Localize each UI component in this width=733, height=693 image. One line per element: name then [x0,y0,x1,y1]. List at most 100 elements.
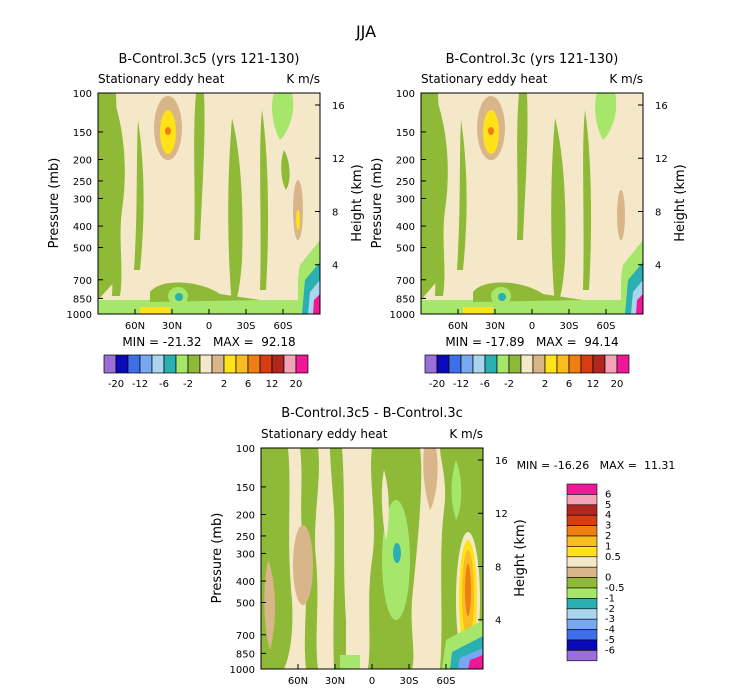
colorbar-label: -5 [605,635,615,646]
latitude-tick-label: 60N [288,676,308,687]
colorbar-box [520,354,534,374]
panel-1-title: B-Control.3c5 (yrs 121-130) [119,52,300,67]
panel-2: B-Control.3c (yrs 121-130) Stationary ed… [370,52,688,390]
pressure-tick-label: 500 [236,598,255,609]
latitude-tick-label: 30N [162,321,182,332]
panel-1-stats: MIN = -21.32 MAX = 92.18 [122,335,295,349]
panel-2-ylabel: Pressure (mb) [370,158,385,249]
colorbar-box [115,354,129,374]
pressure-tick-label: 150 [73,128,92,139]
panel-3-subtitle-right: K m/s [449,427,483,441]
pressure-tick-label: 1000 [67,310,92,321]
panel-3-title: B-Control.3c5 - B-Control.3c [281,406,463,421]
colorbar-box [532,354,546,374]
colorbar-label: -4 [605,625,615,636]
colorbar-label: 5 [605,500,611,511]
colorbar-box [484,354,498,374]
pressure-tick-label: 300 [73,194,92,205]
pressure-tick-label: 1000 [230,665,255,676]
colorbar-box [223,354,237,374]
height-tick-label: 16 [655,101,668,112]
colorbar-box [496,354,510,374]
pressure-tick-label: 100 [236,444,255,455]
colorbar-label: -12 [132,379,148,390]
panel-1-height-axis: 16 12 8 4 [315,101,345,272]
colorbar-box [566,608,598,620]
colorbar-box [566,566,598,578]
colorbar-box [283,354,297,374]
colorbar-label: 12 [266,379,279,390]
colorbar-label: 6 [245,379,251,390]
panel-2-height-axis: 16 12 8 4 [638,101,668,272]
panel-1-subtitle-right: K m/s [286,72,320,86]
height-tick-label: 8 [332,207,338,218]
colorbar-label: 2 [221,379,227,390]
latitude-tick-label: 60S [273,321,292,332]
height-tick-label: 12 [495,509,508,520]
colorbar-label: 20 [611,379,624,390]
pressure-tick-label: 850 [236,649,255,660]
pressure-tick-label: 500 [396,243,415,254]
pressure-tick-label: 250 [396,177,415,188]
colorbar-label: -20 [429,379,445,390]
colorbar-label: 0.5 [605,552,621,563]
panel-3-subtitle-left: Stationary eddy heat [261,427,388,441]
panel-1-latitude-axis: 60N 30N 0 30S 60S [125,309,293,332]
pressure-tick-label: 200 [236,511,255,522]
panel-1-subtitle-left: Stationary eddy heat [98,72,225,86]
colorbar-label: 2 [605,531,611,542]
colorbar-box [566,598,598,610]
colorbar-label: -12 [453,379,469,390]
colorbar-box [295,354,309,374]
latitude-tick-label: 0 [206,321,212,332]
colorbar-label: 3 [605,521,611,532]
pressure-tick-label: 250 [236,532,255,543]
height-tick-label: 16 [495,456,508,467]
pressure-tick-label: 700 [396,276,415,287]
pressure-tick-label: 150 [396,128,415,139]
colorbar-label: -6 [605,645,615,656]
latitude-tick-label: 30S [559,321,578,332]
colorbar-box [187,354,201,374]
pressure-tick-label: 200 [396,156,415,167]
colorbar-box [163,354,177,374]
panel-3-stats: MIN = -16.26 MAX = 11.31 [517,459,676,472]
colorbar-box [436,354,450,374]
latitude-tick-label: 30S [399,676,418,687]
height-tick-label: 4 [495,616,501,627]
colorbar-box [566,629,598,641]
colorbar-label: 6 [566,379,572,390]
colorbar-box [259,354,273,374]
colorbar-label: -20 [108,379,124,390]
pressure-tick-label: 500 [73,243,92,254]
colorbar-box [592,354,606,374]
panel-3-pressure-axis: 100 150 200 250 300 400 500 700 850 1000 [230,444,266,676]
colorbar-label: 20 [290,379,303,390]
latitude-tick-label: 30N [485,321,505,332]
colorbar-box [139,354,153,374]
pressure-tick-label: 400 [236,577,255,588]
latitude-tick-label: 60S [436,676,455,687]
panel-2-pressure-axis: 100 150 200 250 300 400 500 700 850 1000 [390,89,426,321]
colorbar-box [566,650,598,662]
panel-2-ylabel-right: Height (km) [673,164,688,241]
colorbar-box [566,546,598,558]
pressure-tick-label: 300 [396,194,415,205]
colorbar-box [151,354,165,374]
latitude-tick-label: 60N [125,321,145,332]
panel-3-height-axis: 16 12 8 4 [478,456,508,627]
pressure-tick-label: 150 [236,483,255,494]
panel-1-contour-field [98,93,320,314]
height-tick-label: 8 [495,562,501,573]
latitude-tick-label: 0 [529,321,535,332]
colorbar-box [247,354,261,374]
colorbar-label: 4 [605,510,611,521]
colorbar-box [566,525,598,537]
colorbar-box [211,354,225,374]
colorbar-label: 12 [587,379,600,390]
colorbar-box [424,354,438,374]
latitude-tick-label: 60S [596,321,615,332]
height-tick-label: 8 [655,207,661,218]
pressure-tick-label: 100 [73,89,92,100]
